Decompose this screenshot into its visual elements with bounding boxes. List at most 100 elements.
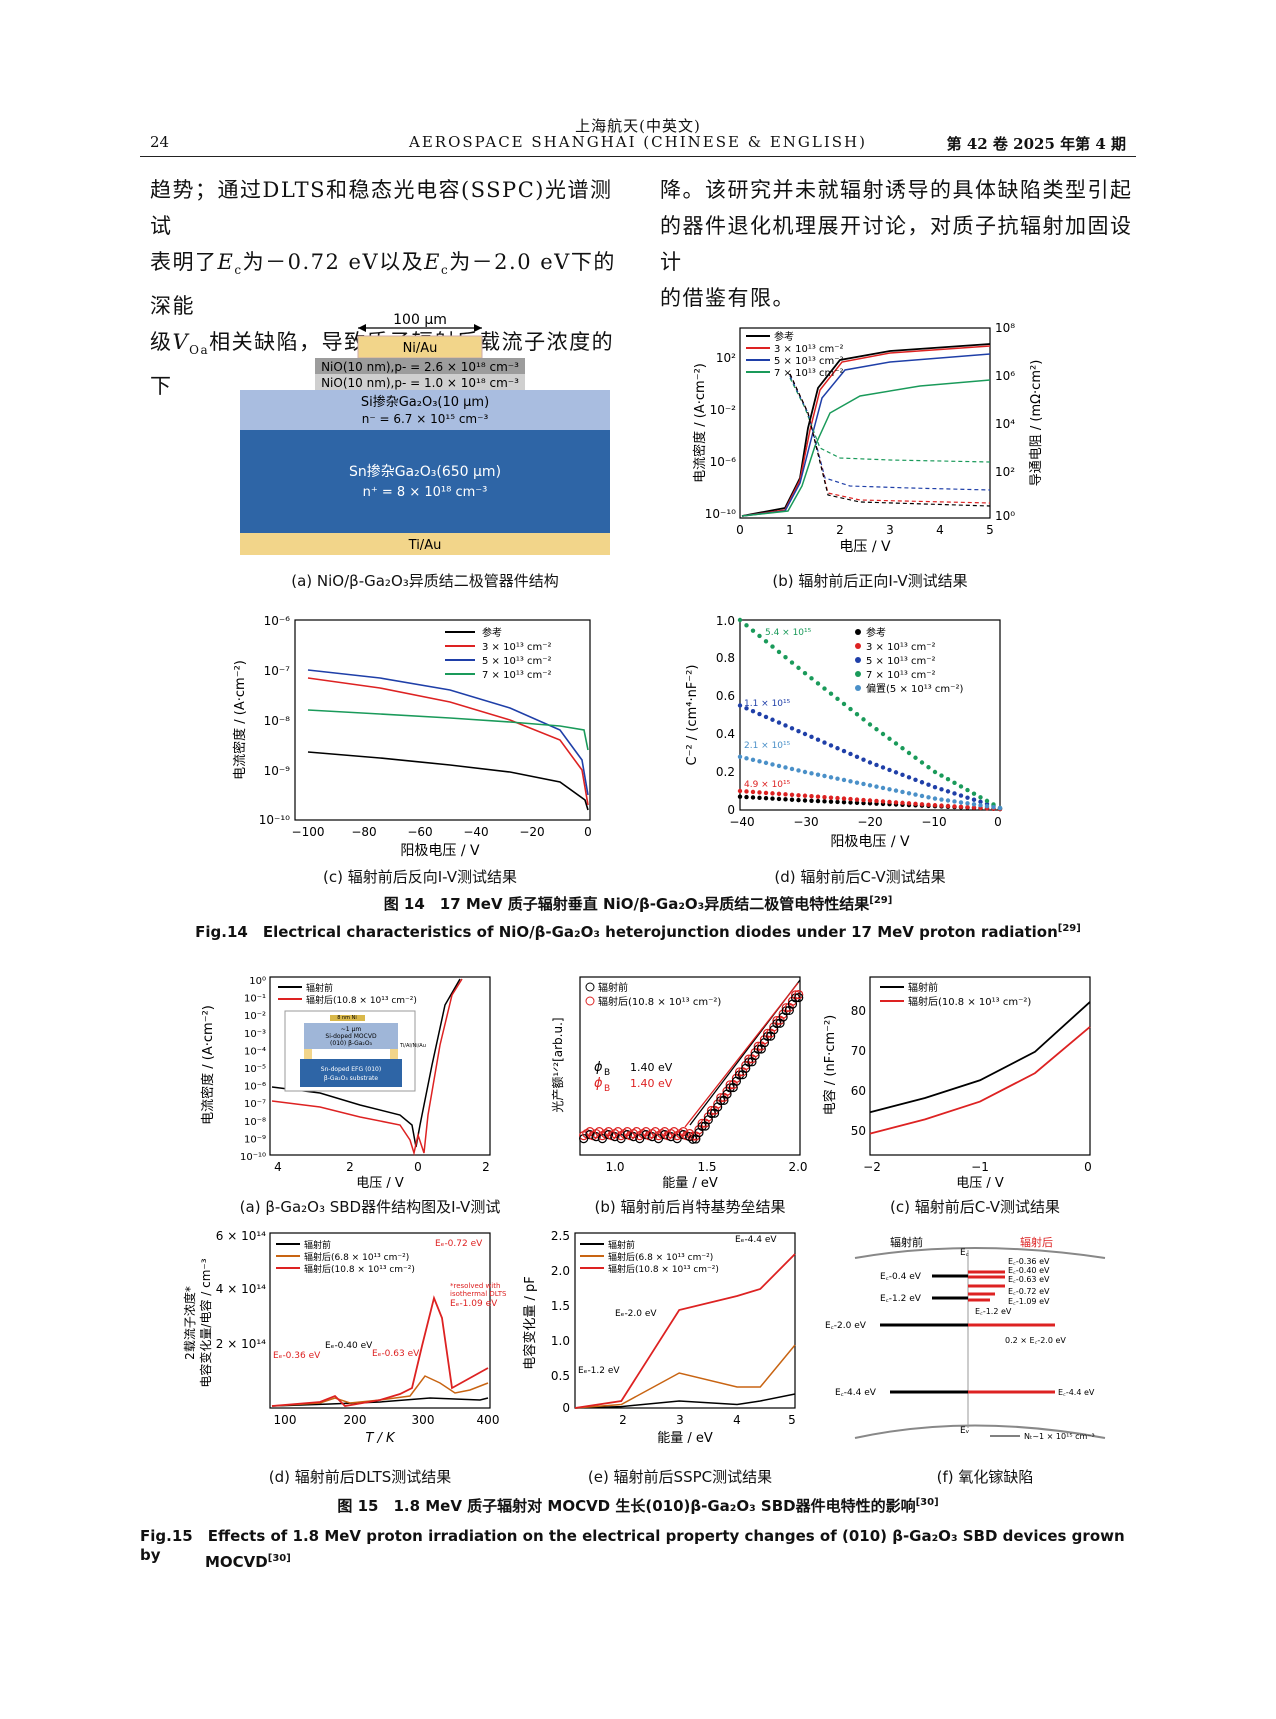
svg-text:偏置(5 × 10¹³ cm⁻²): 偏置(5 × 10¹³ cm⁻²) (866, 682, 963, 695)
svg-text:0.2 × E꜀-2.0 eV: 0.2 × E꜀-2.0 eV (1005, 1336, 1066, 1345)
svg-text:−20: −20 (857, 815, 882, 829)
fig14d-point (991, 804, 996, 810)
fig15a-ytick: 10⁻² (244, 1011, 266, 1022)
fig14d-point (952, 804, 957, 809)
svg-text:辐射前: 辐射前 (608, 1239, 635, 1251)
fig14d-point (919, 793, 925, 799)
fig14d-point (880, 785, 886, 791)
fig14c-chart: −100 −80 −60 −40 −20 0 10⁻⁶ 10⁻⁷ 10⁻⁸ 10… (232, 614, 592, 859)
fig14d-point (776, 763, 782, 769)
svg-text:100 μm: 100 μm (393, 312, 447, 328)
svg-text:−40: −40 (729, 815, 754, 829)
fig14d-point (900, 789, 905, 795)
fig15b-point (744, 1057, 754, 1067)
fig14d-point (822, 740, 827, 745)
fig14d-point (919, 780, 925, 785)
svg-text:10⁰: 10⁰ (995, 509, 1015, 523)
fig15e-caption: (e) 辐射前后SSPC测试结果 (587, 1468, 773, 1486)
fig14d-point (848, 751, 853, 757)
fig14d-point (900, 746, 905, 751)
fig15e-chart: 2 3 4 5 2.5 2.0 1.5 1.0 0.5 0 能量 / eV 电容… (522, 1229, 796, 1446)
fig14d-point (984, 798, 990, 804)
svg-text:Si掺杂Ga₂O₃(10 μm): Si掺杂Ga₂O₃(10 μm) (361, 394, 489, 410)
fig14d-point (770, 791, 775, 796)
fig15b-point (716, 1096, 726, 1106)
svg-text:ϕ: ϕ (594, 1060, 603, 1075)
svg-text:辐射后(6.8 × 10¹³ cm⁻²): 辐射后(6.8 × 10¹³ cm⁻²) (304, 1251, 409, 1263)
svg-text:n⁻ = 6.7 × 10¹⁵ cm⁻³: n⁻ = 6.7 × 10¹⁵ cm⁻³ (362, 412, 489, 426)
fig14d-point (919, 760, 925, 765)
svg-text:Ti/Al/Ni/Au: Ti/Al/Ni/Au (399, 1043, 426, 1049)
fig14d-point (809, 794, 814, 799)
fig14d-point (965, 787, 970, 793)
svg-text:0.6: 0.6 (716, 689, 735, 703)
svg-text:能量 / eV: 能量 / eV (662, 1176, 718, 1190)
fig14d-point (822, 686, 827, 691)
fig14d-point (932, 769, 938, 775)
fig14d-point (906, 750, 912, 756)
svg-text:4 × 10¹⁴: 4 × 10¹⁴ (216, 1282, 266, 1296)
fig15b-points (579, 989, 804, 1144)
fig14b-series-5e13 (741, 353, 991, 517)
fig14d-point (952, 791, 957, 796)
fig14d-point (750, 709, 756, 714)
svg-text:10⁻⁸: 10⁻⁸ (264, 714, 291, 728)
fig15e-series-68 (574, 1344, 796, 1409)
svg-text:Sn-doped EFG (010): Sn-doped EFG (010) (321, 1066, 381, 1073)
fig14d-point (776, 649, 782, 655)
fig14d-point (906, 791, 912, 796)
fig14d-point (984, 804, 990, 809)
svg-text:400: 400 (477, 1413, 500, 1427)
svg-text:T / K: T / K (365, 1431, 396, 1446)
svg-text:5 × 10¹³ cm⁻²: 5 × 10¹³ cm⁻² (482, 656, 552, 667)
svg-text:7 × 10¹³ cm⁻²: 7 × 10¹³ cm⁻² (482, 670, 552, 681)
fig14d-point (958, 793, 964, 798)
svg-text:10⁻¹⁰: 10⁻¹⁰ (259, 813, 290, 827)
fig14d-point (861, 757, 866, 762)
fig14d-point (783, 792, 788, 797)
svg-text:辐射后(10.8 × 10¹³ cm⁻²): 辐射后(10.8 × 10¹³ cm⁻²) (908, 995, 1031, 1008)
fig14d-point (835, 795, 840, 801)
fig14d-point (770, 717, 775, 722)
svg-text:辐射前: 辐射前 (598, 981, 628, 994)
fig14d-point (887, 736, 892, 741)
fig14d-point (770, 644, 775, 649)
svg-text:E꜀-0.4 eV: E꜀-0.4 eV (880, 1272, 922, 1282)
svg-text:10⁸: 10⁸ (995, 321, 1015, 335)
fig14d-point (887, 787, 892, 792)
fig14d-point (958, 800, 964, 805)
svg-text:光产额¹ᐟ²[arb.u.]: 光产额¹ᐟ²[arb.u.] (551, 1017, 565, 1112)
fig14d-point (861, 797, 866, 803)
svg-text:E꜀-1.2 eV: E꜀-1.2 eV (975, 1307, 1012, 1316)
fig14d-point (828, 775, 834, 780)
fig15b-point (791, 990, 801, 1000)
svg-text:10⁴: 10⁴ (995, 417, 1015, 431)
svg-text:1.5: 1.5 (551, 1299, 570, 1313)
fig15-caption-en-2: MOCVD[30] (205, 1553, 291, 1571)
fig14d-point (757, 795, 762, 801)
fig14d-point (796, 793, 801, 798)
svg-text:2.0: 2.0 (788, 1160, 807, 1174)
fig15b-point (781, 1006, 791, 1016)
fig14d-point (848, 706, 853, 712)
fig14d-point (770, 796, 775, 801)
fig14d-point (978, 803, 983, 808)
svg-text:0: 0 (1084, 1160, 1092, 1174)
svg-text:1.0: 1.0 (716, 614, 735, 628)
page-number: 24 (150, 133, 170, 151)
svg-text:Eₑ-0.72 eV: Eₑ-0.72 eV (435, 1239, 483, 1249)
svg-text:Eₑ-0.40 eV: Eₑ-0.40 eV (325, 1341, 373, 1351)
fig15a-ytick: 10⁰ (249, 976, 266, 987)
svg-text:−1: −1 (971, 1160, 989, 1174)
fig14d-point (965, 801, 970, 806)
fig14d-point (867, 722, 873, 727)
fig14d-point (893, 800, 899, 805)
svg-text:−2: −2 (863, 1160, 881, 1174)
fig15a-ytick: 10⁻⁹ (244, 1134, 266, 1145)
svg-text:E꜀-2.0 eV: E꜀-2.0 eV (825, 1321, 867, 1331)
svg-text:辐射前: 辐射前 (306, 982, 333, 994)
fig15b-point (647, 1132, 657, 1142)
fig15-caption-cn: 图 15 1.8 MeV 质子辐射对 MOCVD 生长(010)β-Ga₂O₃ … (337, 1497, 939, 1515)
fig14d-point (789, 660, 795, 665)
fig14d-point (750, 795, 756, 800)
